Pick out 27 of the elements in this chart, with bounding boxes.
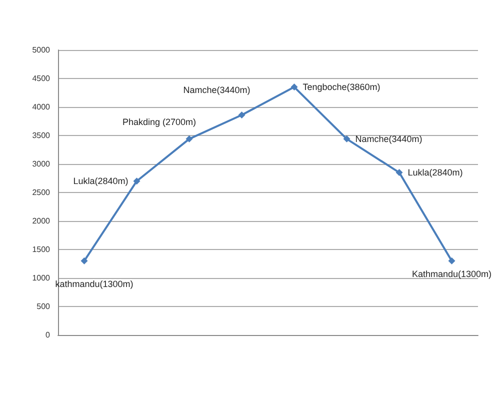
y-tick-label: 1500 xyxy=(32,245,51,254)
y-tick-label: 2000 xyxy=(32,216,51,226)
y-tick-label: 1000 xyxy=(32,274,51,282)
annotation: Namche(3440m) xyxy=(183,84,250,95)
annotation: Tengboche(3860m) xyxy=(302,82,380,92)
annotation: Kathmandu(1300m) xyxy=(412,268,492,279)
point xyxy=(186,135,193,142)
annotation: Lukla(2840m) xyxy=(408,168,463,178)
y-tick-label: 2500 xyxy=(32,188,51,197)
annotation: Namche(3440m) xyxy=(355,134,422,144)
annotation: Lukla(2840m) xyxy=(73,176,128,186)
y-tick-label: 3000 xyxy=(32,160,51,168)
y-tick-label: 3500 xyxy=(32,131,51,140)
point xyxy=(133,178,140,185)
point xyxy=(238,111,246,118)
y-tick-label: 0 xyxy=(46,330,51,340)
y-tick-label: 5000 xyxy=(32,46,51,54)
point xyxy=(396,169,403,176)
y-tick-label: 500 xyxy=(36,302,51,311)
point xyxy=(290,84,298,91)
y-tick-label: 4000 xyxy=(32,102,51,112)
point xyxy=(343,135,350,142)
annotation: kathmandu(1300m) xyxy=(55,278,134,289)
y-tick-label: 4500 xyxy=(32,74,51,83)
annotation: Phakding (2700m) xyxy=(122,116,196,127)
point xyxy=(448,257,456,264)
point xyxy=(80,257,88,264)
